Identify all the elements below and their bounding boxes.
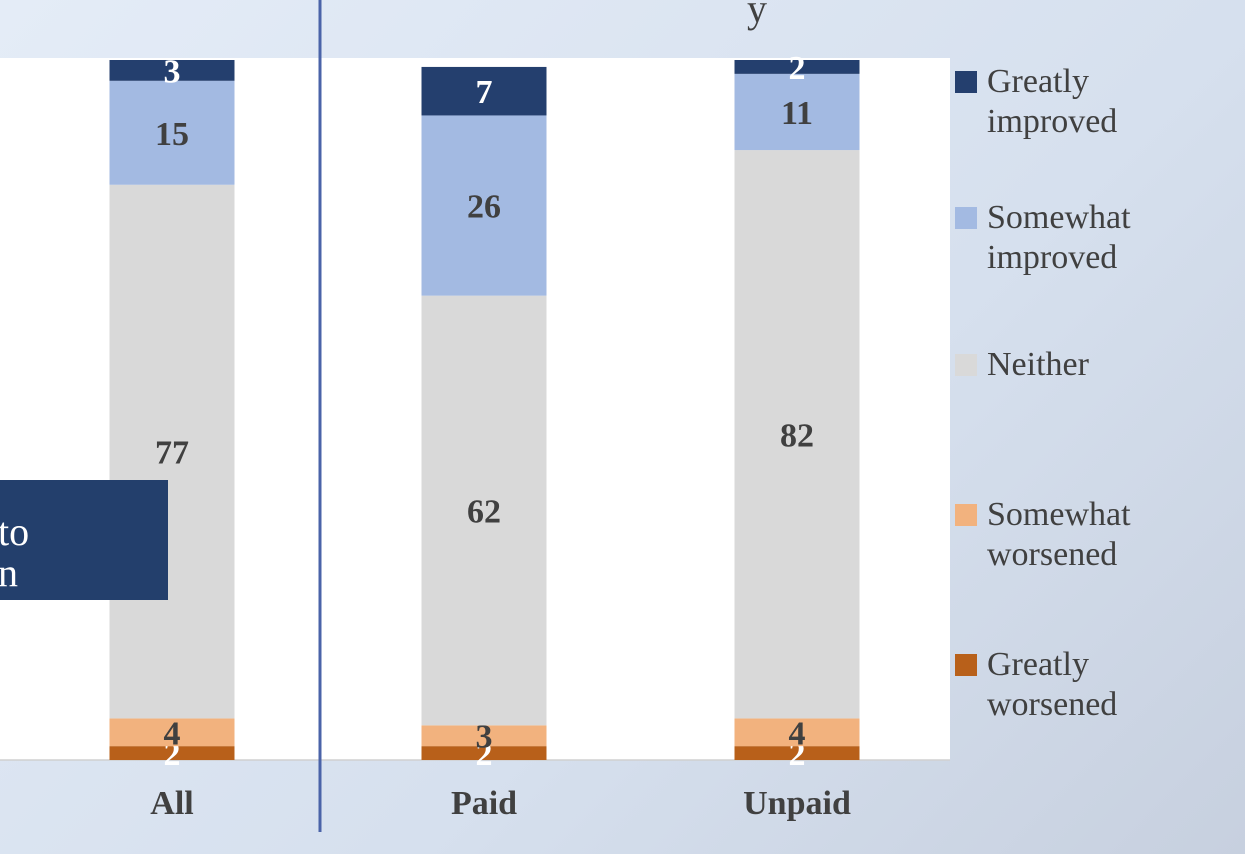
bar-segment (421, 295, 547, 726)
bar-segment (421, 115, 547, 296)
bar-segment (734, 718, 860, 747)
legend-label: Somewhat worsened (987, 496, 1131, 573)
data-label: 4 (789, 715, 806, 752)
legend-swatch (955, 504, 977, 526)
bar-segment (109, 80, 235, 185)
bar-segment (109, 184, 235, 719)
data-label: 7 (476, 74, 493, 111)
legend-label: Somewhat improved (987, 199, 1131, 276)
legend-label: Greatly improved (987, 63, 1118, 140)
bar-segment (734, 73, 860, 151)
legend-swatch (955, 354, 977, 376)
bar-segment (109, 746, 235, 760)
bar-segment (109, 60, 235, 81)
data-label: 82 (780, 417, 814, 454)
header-fragment: y (747, 0, 767, 31)
legend-entry: Neither (955, 345, 1240, 385)
x-tick-label: All (150, 785, 193, 822)
bar-segment (734, 746, 860, 760)
data-label: 11 (781, 95, 813, 132)
bar-segment (109, 718, 235, 747)
bar-segment (734, 150, 860, 719)
legend-swatch (955, 207, 977, 229)
text-fragment: 2015 (10, 594, 168, 601)
legend-label: Neither (987, 346, 1089, 383)
text-fragment: n (0, 550, 18, 595)
data-label: 2 (789, 50, 806, 87)
data-label: 15 (155, 116, 189, 153)
data-label: 62 (467, 493, 501, 530)
legend-entry: Somewhat improved (955, 198, 1240, 278)
data-label: 77 (155, 435, 189, 472)
legend-entry: Greatly worsened (955, 645, 1240, 725)
text-box: to n 2015 (0, 480, 168, 600)
x-tick-label: Unpaid (743, 785, 851, 822)
data-label: 4 (164, 715, 181, 752)
legend-label: Greatly worsened (987, 646, 1118, 723)
bar-segment (734, 60, 860, 74)
legend-entry: Somewhat worsened (955, 495, 1240, 575)
legend-swatch (955, 71, 977, 93)
x-tick-label: Paid (451, 785, 517, 822)
data-label: 3 (164, 53, 181, 90)
text-fragment: to (0, 509, 30, 554)
data-label: 3 (476, 719, 493, 756)
bar-segment (421, 725, 547, 747)
legend-entry: Greatly improved (955, 62, 1240, 142)
data-label: 26 (467, 189, 501, 226)
legend-swatch (955, 654, 977, 676)
bar-segment (421, 746, 547, 760)
bar-segment (421, 66, 547, 116)
